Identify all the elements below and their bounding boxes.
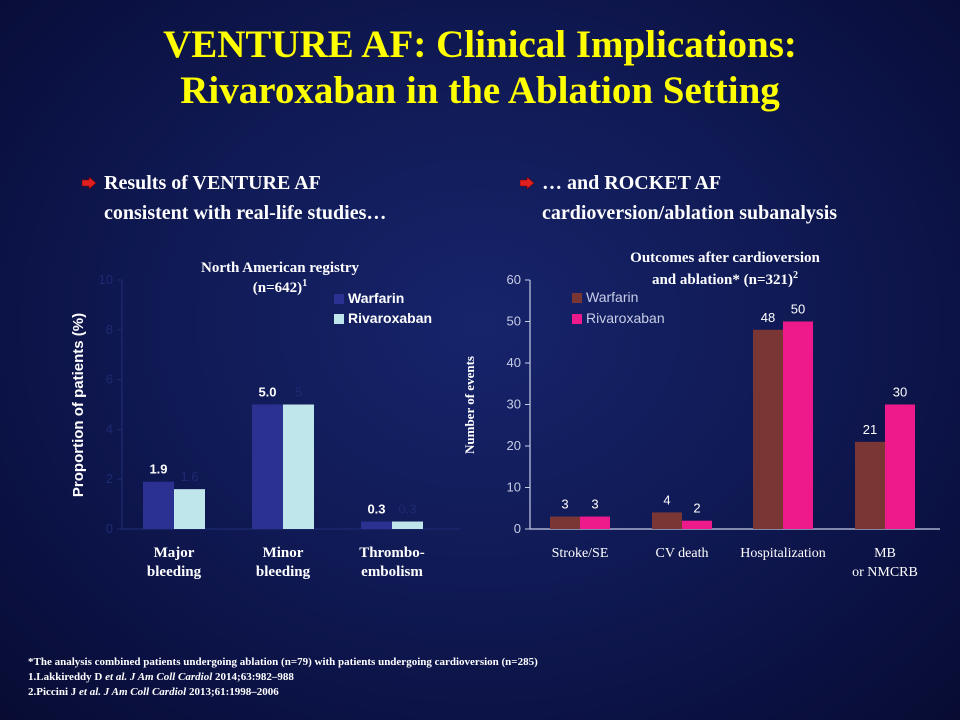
registry-category-label-line: Major: [154, 545, 195, 561]
rocket-y-tick-label: 60: [507, 272, 521, 287]
registry-y-axis-label: Proportion of patients (%): [70, 313, 87, 497]
rocket-bar-rivaroxaban: [783, 321, 813, 529]
rocket-category-label-line: Hospitalization: [740, 546, 826, 561]
rocket-data-label: 3: [561, 497, 568, 512]
red-arrow-icon: [520, 177, 534, 189]
rocket-category-label: Stroke/SE: [552, 546, 609, 561]
rocket-bar-warfarin: [753, 329, 783, 529]
rocket-bar-rivaroxaban: [885, 404, 915, 529]
rocket-category-label: CV death: [655, 546, 708, 561]
rocket-chart-subtitle-sup: 2: [793, 270, 798, 281]
reference-1: 1.Lakkireddy D et al. J Am Coll Cardiol …: [28, 670, 948, 685]
registry-category-label-line: Thrombo-: [359, 545, 425, 561]
rocket-bar-rivaroxaban: [580, 516, 610, 529]
registry-category-label-line: Minor: [263, 545, 304, 561]
registry-legend-swatch-warfarin: [334, 294, 344, 304]
registry-data-label: 1.6: [180, 469, 198, 484]
footnote-analysis: *The analysis combined patients undergoi…: [28, 656, 538, 668]
registry-y-tick-label: 8: [106, 322, 113, 337]
registry-bar-rivaroxaban: [392, 521, 423, 529]
bullet-right-line-1: … and ROCKET AF: [542, 172, 722, 194]
footnotes: *The analysis combined patients undergoi…: [28, 655, 948, 700]
registry-legend-label: Warfarin: [348, 290, 404, 306]
rocket-category-label-line: MB: [874, 546, 896, 561]
rocket-bar-warfarin: [652, 512, 682, 529]
rocket-category-label-line: or NMCRB: [852, 565, 918, 580]
rocket-legend-swatch-rivaroxaban: [572, 314, 582, 324]
registry-bar-warfarin: [252, 404, 283, 529]
rocket-data-label: 2: [693, 501, 700, 516]
rocket-y-tick-label: 0: [514, 521, 521, 536]
red-arrow-icon: [82, 177, 96, 189]
registry-y-tick-label: 10: [99, 272, 113, 287]
rocket-category-label-line: CV death: [655, 546, 708, 561]
rocket-y-tick-label: 10: [507, 480, 521, 495]
registry-y-tick-label: 2: [106, 471, 113, 486]
rocket-category-label: Hospitalization: [740, 546, 826, 561]
registry-bar-rivaroxaban: [174, 489, 205, 529]
registry-y-tick-label: 6: [106, 372, 113, 387]
bullet-left-line-1: Results of VENTURE AF: [104, 172, 321, 194]
reference-2-details: 2013;61:1998–2006: [186, 686, 279, 698]
registry-category-label-line: bleeding: [256, 564, 311, 580]
registry-y-tick-label: 0: [106, 521, 113, 536]
bullet-venture-results: Results of VENTURE AF consistent with re…: [82, 168, 464, 228]
registry-category-label: Major bleeding: [147, 545, 202, 580]
rocket-legend-swatch-warfarin: [572, 293, 582, 303]
registry-category-label-line: embolism: [361, 564, 423, 580]
registry-y-tick-label: 4: [106, 421, 113, 436]
registry-chart-subtitle: (n=642)1: [253, 278, 307, 296]
rocket-category-label-line: Stroke/SE: [552, 546, 609, 561]
rocket-chart-subtitle: and ablation* (n=321)2: [652, 270, 798, 288]
registry-bar-warfarin: [361, 521, 392, 529]
rocket-y-tick-label: 20: [507, 438, 521, 453]
registry-chart-title: North American registry: [201, 260, 360, 276]
registry-chart-subtitle-sup: 1: [302, 278, 307, 289]
registry-data-label: 1.9: [149, 462, 167, 477]
rocket-chart-subtitle-text: and ablation* (n=321): [652, 272, 793, 288]
rocket-y-tick-label: 30: [507, 397, 521, 412]
reference-2-journal: et al. J Am Coll Cardiol: [79, 686, 187, 698]
title-line-2: Rivaroxaban in the Ablation Setting: [180, 69, 780, 112]
registry-legend-label: Rivaroxaban: [348, 310, 432, 326]
slide-title: VENTURE AF: Clinical Implications: Rivar…: [0, 22, 960, 114]
registry-data-label: 0.3: [398, 502, 416, 517]
reference-2-authors: 2.Piccini J: [28, 686, 80, 698]
rocket-bar-rivaroxaban: [682, 520, 712, 529]
registry-category-label-line: bleeding: [147, 564, 202, 580]
reference-2: 2.Piccini J et al. J Am Coll Cardiol 201…: [28, 685, 948, 700]
reference-1-authors: 1.Lakkireddy D: [28, 671, 106, 683]
rocket-data-label: 21: [863, 422, 877, 437]
registry-category-label: Minor bleeding: [256, 545, 311, 580]
registry-category-label: Thrombo-embolism: [359, 545, 425, 580]
rocket-y-axis-label: Number of events: [462, 356, 477, 454]
rocket-data-label: 4: [663, 492, 670, 507]
reference-1-details: 2014;63:982–988: [212, 671, 294, 683]
rocket-data-label: 50: [791, 302, 805, 317]
registry-bar-warfarin: [143, 481, 174, 529]
registry-bar-rivaroxaban: [283, 404, 314, 529]
registry-data-label: 5.0: [258, 385, 276, 400]
bullet-right-line-2: cardioversion/ablation subanalysis: [542, 202, 838, 224]
bullet-left-line-2: consistent with real-life studies…: [104, 202, 387, 224]
rocket-bar-warfarin: [855, 441, 885, 529]
bullet-rocket-subanalysis: … and ROCKET AF cardioversion/ablation s…: [520, 168, 922, 228]
rocket-y-tick-label: 50: [507, 314, 521, 329]
rocket-bar-warfarin: [550, 516, 580, 529]
registry-data-label: 5: [295, 385, 302, 400]
rocket-category-label: MB or NMCRB: [852, 546, 918, 580]
rocket-legend-label: Warfarin: [586, 289, 638, 305]
rocket-data-label: 3: [591, 497, 598, 512]
rocket-legend-label: Rivaroxaban: [586, 310, 665, 326]
rocket-data-label: 48: [761, 310, 775, 325]
title-line-1: VENTURE AF: Clinical Implications:: [163, 23, 797, 66]
registry-legend-swatch-rivaroxaban: [334, 314, 344, 324]
rocket-chart-title: Outcomes after cardioversion: [630, 250, 820, 266]
rocket-y-tick-label: 40: [507, 355, 521, 370]
rocket-data-label: 30: [893, 385, 907, 400]
reference-1-journal: et al. J Am Coll Cardiol: [105, 671, 213, 683]
registry-data-label: 0.3: [367, 502, 385, 517]
registry-chart-subtitle-text: (n=642): [253, 280, 302, 296]
